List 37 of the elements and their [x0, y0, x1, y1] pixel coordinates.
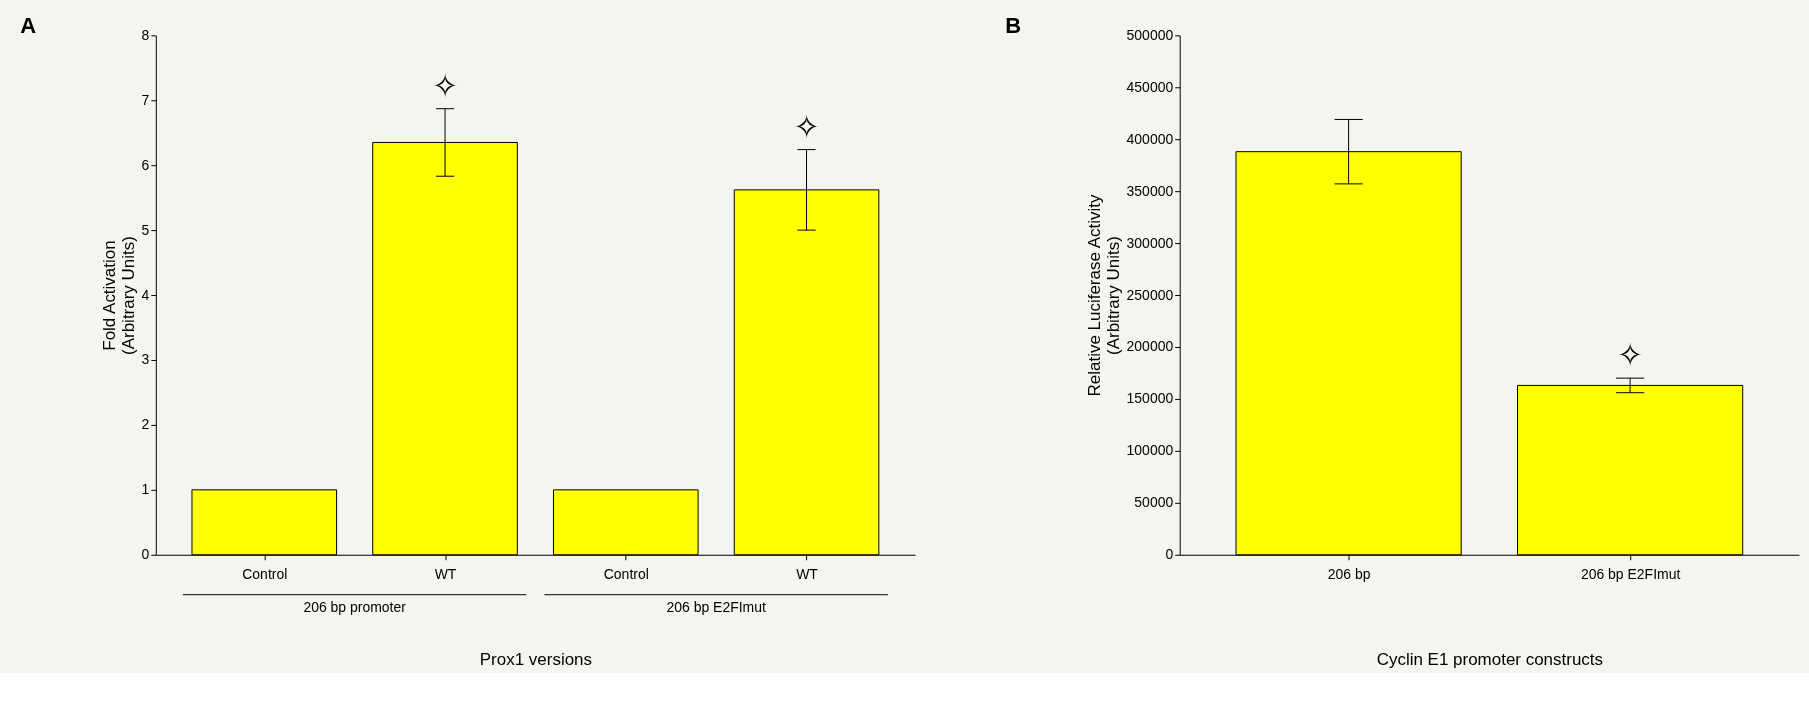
x-tick-label: Control	[242, 566, 288, 583]
chart-title: B	[1005, 13, 1022, 39]
y-tick-label: 5	[141, 221, 150, 238]
y-tick-label: 0	[141, 546, 150, 563]
x-tick-label: WT	[796, 566, 819, 583]
y-tick-label: 3	[141, 351, 150, 368]
y-tick-label: 6	[141, 156, 150, 173]
y-tick-label: 0	[1165, 546, 1174, 563]
y-tick-label: 350000	[1126, 182, 1174, 199]
y-tick-label: 200000	[1126, 338, 1174, 355]
y-tick-label: 1	[141, 481, 150, 498]
y-axis-title: Relative Luciferase Activity (Arbitrary Units)	[1084, 194, 1123, 397]
y-tick-label: 7	[141, 91, 150, 108]
y-tick-label: 8	[141, 26, 150, 43]
x-axis-title: Prox1 versions	[479, 650, 593, 670]
y-axis-title: Fold Activation (Arbitrary Units)	[99, 236, 138, 355]
x-axis-title: Cyclin E1 promoter constructs	[1376, 650, 1604, 670]
text: 206 bp E2FImut	[666, 598, 766, 615]
annotation: ✧	[793, 107, 820, 146]
x-tick-label: Control	[603, 566, 649, 583]
x-tick-label: WT	[434, 566, 457, 583]
y-tick-label: 50000	[1134, 494, 1174, 511]
annotation: ✧	[431, 66, 459, 105]
x-tick-label: 206 bp	[1327, 566, 1371, 583]
y-tick-label: 450000	[1126, 78, 1174, 95]
y-tick-label: 4	[141, 286, 150, 303]
text: 206 bp promoter	[303, 598, 407, 615]
y-tick-label: 500000	[1126, 26, 1174, 43]
y-tick-label: 400000	[1126, 130, 1174, 147]
y-tick-label: 2	[141, 416, 150, 433]
y-tick-label: 150000	[1126, 390, 1174, 407]
chart-title: A	[20, 13, 37, 39]
y-tick-label: 250000	[1126, 286, 1174, 303]
annotation: ✧	[1616, 336, 1644, 375]
y-tick-label: 300000	[1126, 234, 1174, 251]
x-tick-label: 206 bp E2FImut	[1580, 566, 1681, 583]
y-tick-label: 100000	[1126, 442, 1174, 459]
